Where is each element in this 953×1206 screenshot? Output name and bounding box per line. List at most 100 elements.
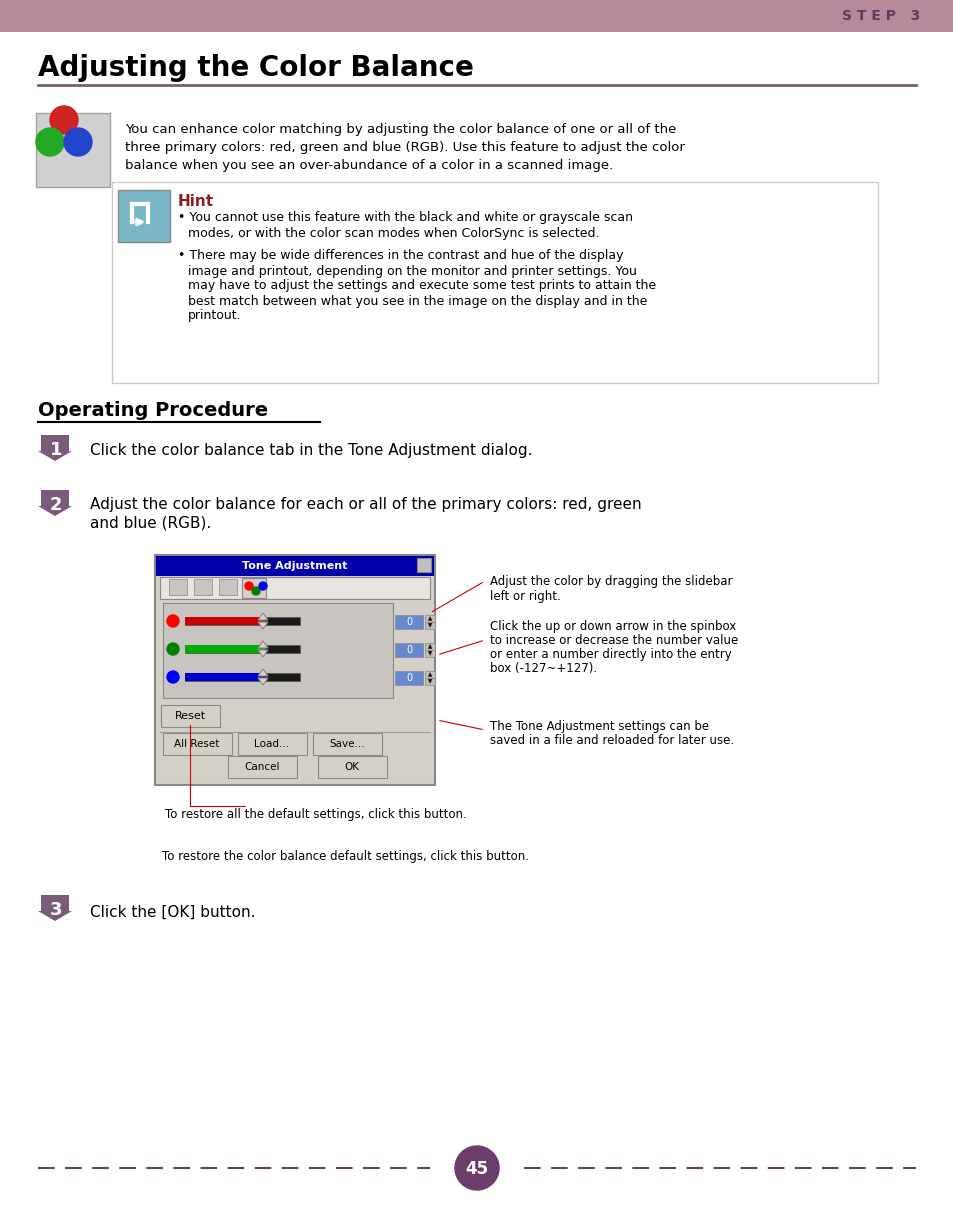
Text: ▼: ▼ xyxy=(428,651,432,656)
Text: three primary colors: red, green and blue (RGB). Use this feature to adjust the : three primary colors: red, green and blu… xyxy=(125,141,684,154)
FancyBboxPatch shape xyxy=(160,576,430,599)
Text: 1: 1 xyxy=(50,441,62,459)
Polygon shape xyxy=(257,650,268,657)
FancyBboxPatch shape xyxy=(169,579,187,595)
FancyBboxPatch shape xyxy=(154,555,435,785)
Text: may have to adjust the settings and execute some test prints to attain the: may have to adjust the settings and exec… xyxy=(188,280,656,293)
FancyBboxPatch shape xyxy=(424,671,435,678)
FancyBboxPatch shape xyxy=(163,603,393,698)
Text: box (-127~+127).: box (-127~+127). xyxy=(490,662,597,675)
Text: Click the color balance tab in the Tone Adjustment dialog.: Click the color balance tab in the Tone … xyxy=(90,443,532,457)
Text: S T E P   3: S T E P 3 xyxy=(841,8,919,23)
Circle shape xyxy=(36,128,64,156)
FancyBboxPatch shape xyxy=(395,615,422,630)
Circle shape xyxy=(252,587,260,595)
FancyBboxPatch shape xyxy=(313,733,381,755)
Text: ▲: ▲ xyxy=(428,644,432,649)
Text: 2: 2 xyxy=(50,496,62,514)
Text: The Tone Adjustment settings can be: The Tone Adjustment settings can be xyxy=(490,720,708,733)
Circle shape xyxy=(167,643,179,655)
FancyBboxPatch shape xyxy=(424,650,435,657)
Text: ▼: ▼ xyxy=(428,624,432,628)
Circle shape xyxy=(258,582,267,590)
Polygon shape xyxy=(257,678,268,685)
Text: ▲: ▲ xyxy=(428,616,432,621)
Circle shape xyxy=(50,106,78,134)
FancyBboxPatch shape xyxy=(185,645,265,652)
Circle shape xyxy=(167,615,179,627)
FancyArrow shape xyxy=(38,435,71,461)
FancyBboxPatch shape xyxy=(424,622,435,630)
FancyBboxPatch shape xyxy=(424,678,435,685)
FancyBboxPatch shape xyxy=(36,113,110,187)
Polygon shape xyxy=(257,669,268,677)
Circle shape xyxy=(245,582,253,590)
FancyBboxPatch shape xyxy=(185,673,299,681)
Text: Save...: Save... xyxy=(329,739,364,749)
FancyBboxPatch shape xyxy=(237,733,307,755)
Text: modes, or with the color scan modes when ColorSync is selected.: modes, or with the color scan modes when… xyxy=(188,227,598,240)
FancyBboxPatch shape xyxy=(118,191,170,242)
Text: Adjust the color by dragging the slidebar
left or right.: Adjust the color by dragging the slideba… xyxy=(490,575,732,603)
FancyBboxPatch shape xyxy=(185,617,299,625)
FancyBboxPatch shape xyxy=(161,706,220,727)
FancyBboxPatch shape xyxy=(0,0,953,33)
Polygon shape xyxy=(257,622,268,630)
Text: best match between what you see in the image on the display and in the: best match between what you see in the i… xyxy=(188,294,647,308)
Text: balance when you see an over-abundance of a color in a scanned image.: balance when you see an over-abundance o… xyxy=(125,159,613,172)
Text: ▲: ▲ xyxy=(428,672,432,677)
FancyBboxPatch shape xyxy=(112,182,877,384)
Text: saved in a file and reloaded for later use.: saved in a file and reloaded for later u… xyxy=(490,734,734,747)
FancyBboxPatch shape xyxy=(228,756,296,778)
FancyBboxPatch shape xyxy=(395,671,422,685)
Text: You can enhance color matching by adjusting the color balance of one or all of t: You can enhance color matching by adjust… xyxy=(125,123,676,136)
Text: • There may be wide differences in the contrast and hue of the display: • There may be wide differences in the c… xyxy=(178,250,623,263)
Polygon shape xyxy=(257,642,268,648)
Circle shape xyxy=(167,671,179,683)
Text: Click the up or down arrow in the spinbox: Click the up or down arrow in the spinbo… xyxy=(490,620,736,633)
Polygon shape xyxy=(257,613,268,620)
Circle shape xyxy=(455,1146,498,1190)
Text: To restore all the default settings, click this button.: To restore all the default settings, cli… xyxy=(165,808,466,821)
FancyBboxPatch shape xyxy=(317,756,387,778)
Text: Reset: Reset xyxy=(174,712,205,721)
FancyBboxPatch shape xyxy=(416,558,431,572)
Text: 0: 0 xyxy=(406,673,412,683)
FancyBboxPatch shape xyxy=(244,579,262,595)
Text: 45: 45 xyxy=(465,1160,488,1178)
Text: ▼: ▼ xyxy=(428,679,432,684)
FancyBboxPatch shape xyxy=(163,733,232,755)
Text: • You cannot use this feature with the black and white or grayscale scan: • You cannot use this feature with the b… xyxy=(178,211,633,224)
Text: Cancel: Cancel xyxy=(244,762,279,772)
FancyBboxPatch shape xyxy=(185,617,265,625)
FancyBboxPatch shape xyxy=(424,643,435,650)
FancyBboxPatch shape xyxy=(395,643,422,657)
Text: Click the [OK] button.: Click the [OK] button. xyxy=(90,904,255,919)
FancyBboxPatch shape xyxy=(242,578,266,598)
Circle shape xyxy=(64,128,91,156)
FancyBboxPatch shape xyxy=(156,556,434,576)
Text: to increase or decrease the number value: to increase or decrease the number value xyxy=(490,634,738,646)
Text: Adjust the color balance for each or all of the primary colors: red, green: Adjust the color balance for each or all… xyxy=(90,498,641,513)
FancyBboxPatch shape xyxy=(424,615,435,622)
FancyBboxPatch shape xyxy=(185,673,265,681)
Text: OK: OK xyxy=(344,762,359,772)
Text: Adjusting the Color Balance: Adjusting the Color Balance xyxy=(38,54,474,82)
Text: 0: 0 xyxy=(406,617,412,627)
Text: or enter a number directly into the entry: or enter a number directly into the entr… xyxy=(490,648,731,661)
Text: and blue (RGB).: and blue (RGB). xyxy=(90,515,211,531)
Text: All Reset: All Reset xyxy=(174,739,219,749)
Text: 3: 3 xyxy=(50,901,62,919)
FancyBboxPatch shape xyxy=(185,645,299,652)
Text: Load...: Load... xyxy=(254,739,290,749)
FancyBboxPatch shape xyxy=(219,579,236,595)
Text: Hint: Hint xyxy=(178,194,213,210)
FancyBboxPatch shape xyxy=(193,579,212,595)
Text: To restore the color balance default settings, click this button.: To restore the color balance default set… xyxy=(162,850,529,863)
Text: Tone Adjustment: Tone Adjustment xyxy=(242,561,347,570)
Text: image and printout, depending on the monitor and printer settings. You: image and printout, depending on the mon… xyxy=(188,264,637,277)
FancyArrow shape xyxy=(38,490,71,516)
Text: 0: 0 xyxy=(406,645,412,655)
Text: Operating Procedure: Operating Procedure xyxy=(38,400,268,420)
FancyArrow shape xyxy=(38,895,71,921)
